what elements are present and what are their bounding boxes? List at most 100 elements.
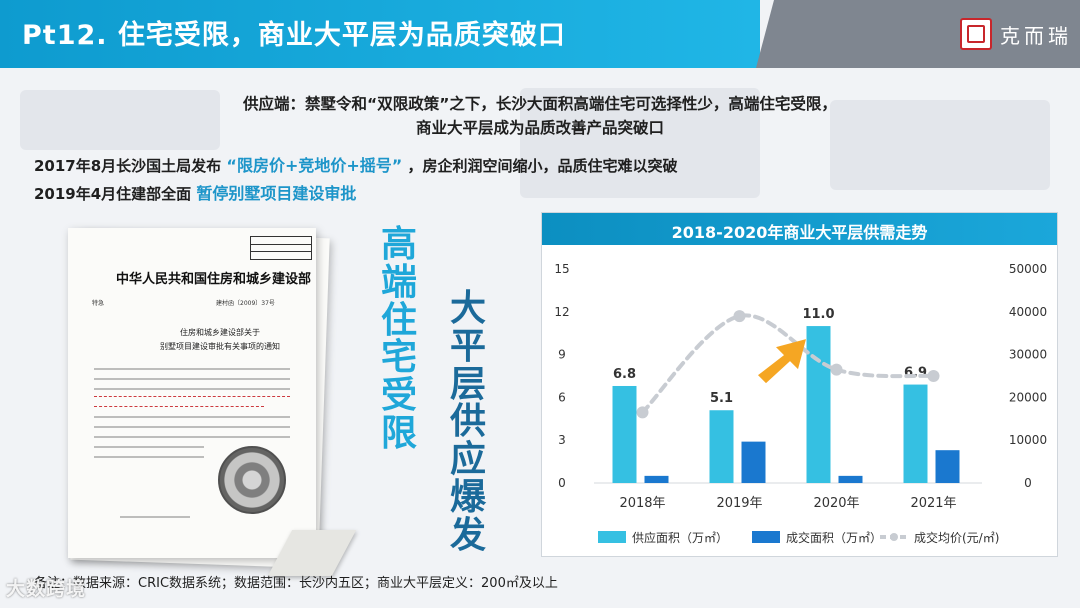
- slogan-char: 宅: [380, 337, 417, 379]
- price-point: [636, 406, 649, 419]
- background-keyboard-shape: [520, 88, 760, 198]
- supply-data-label: 6.9: [904, 366, 927, 381]
- legend-label-deal: 成交面积（万㎡）: [786, 530, 882, 545]
- up-arrow-icon: [758, 339, 806, 384]
- document-text-line: [94, 446, 204, 448]
- supply-bar: [806, 326, 831, 483]
- policy-suffix: ，房企利润空间缩小，品质住宅难以突破: [407, 157, 678, 175]
- y-right-tick-label: 0: [1024, 476, 1032, 490]
- document-text-line: [94, 416, 290, 418]
- background-shape: [20, 90, 220, 150]
- policy-line-2019: 2019年4月住建部全面 暂停别墅项目建设审批: [34, 180, 356, 204]
- y-right-tick-label: 20000: [1009, 390, 1047, 404]
- deal-bar: [644, 475, 669, 483]
- y-left-tick-label: 12: [554, 305, 569, 319]
- policy-line-2017: 2017年8月长沙国土局发布 “限房价+竞地价+摇号” ，房企利润空间缩小，品质…: [34, 152, 678, 176]
- slogan-char: 爆: [449, 476, 486, 518]
- supply-bar: [709, 410, 734, 483]
- y-left-tick-label: 15: [554, 262, 569, 276]
- x-tick-label: 2018年: [619, 496, 665, 511]
- price-point: [733, 310, 746, 323]
- y-left-tick-label: 6: [558, 390, 566, 404]
- chart-title: 2018-2020年商业大平层供需走势: [671, 223, 928, 242]
- document-urgency: 特急: [92, 300, 105, 307]
- title-bar-tail: [756, 0, 1080, 68]
- legend-swatch-deal: [752, 531, 780, 543]
- title-bar: [0, 0, 760, 68]
- footnote: 备注：数据来源：CRIC数据系统；数据范围：长沙内五区；商业大平层定义：200㎡…: [34, 576, 558, 591]
- document-subject-line-2: 别墅项目建设审批有关事项的通知: [160, 342, 280, 351]
- summary-line-2: 商业大平层成为品质改善产品突破口: [415, 119, 664, 137]
- x-tick-label: 2021年: [910, 496, 956, 511]
- document-text-line: [94, 426, 290, 428]
- deal-bar: [935, 450, 960, 483]
- document-header: 中华人民共和国住房和城乡建设部: [116, 272, 312, 287]
- slogan-char: 端: [380, 261, 417, 303]
- slide-title: Pt12. 住宅受限，商业大平层为品质突破口: [22, 20, 566, 51]
- supply-data-label: 11.0: [802, 307, 834, 322]
- chart-title-bar: [542, 213, 1057, 245]
- slogan-char: 大: [449, 288, 486, 329]
- price-line: [640, 313, 936, 415]
- document-text-line: [120, 516, 190, 518]
- slogan-char: 发: [449, 514, 486, 556]
- policy-highlight: 暂停别墅项目建设审批: [196, 184, 357, 203]
- slogan-char: 平: [449, 325, 486, 367]
- deal-bar: [838, 475, 863, 483]
- document-stamp-box: [250, 236, 312, 260]
- seal-icon: [960, 18, 992, 50]
- document-text-line: [94, 388, 290, 390]
- slogan-char: 应: [449, 439, 486, 481]
- slogan-char: 限: [380, 412, 417, 454]
- y-right-tick-label: 10000: [1009, 433, 1047, 447]
- document-highlight-line: [94, 396, 290, 399]
- slogan-char: 供: [449, 401, 486, 443]
- brand-logo: 克而瑞: [960, 18, 1072, 50]
- document-number: 建村函〔2009〕37号: [216, 300, 275, 307]
- policy-prefix: 2019年4月住建部全面: [34, 185, 197, 203]
- vertical-slogan-b: 大平层供应爆发: [447, 290, 489, 555]
- document-subject-line-1: 住房和城乡建设部关于: [180, 328, 260, 337]
- slogan-char: 住: [380, 299, 417, 341]
- background-shape: [830, 100, 1050, 190]
- y-left-tick-label: 0: [558, 476, 566, 490]
- x-tick-label: 2019年: [716, 496, 762, 511]
- document-text-line: [94, 378, 290, 380]
- legend-swatch-supply: [598, 531, 626, 543]
- document-text-line: [94, 456, 204, 458]
- supply-data-label: 6.8: [613, 367, 636, 382]
- supply-data-label: 5.1: [710, 391, 733, 406]
- chart-panel: 2018-2020年商业大平层供需走势 0 3 6 9 12 15 0 10000 20000 3…: [541, 212, 1058, 557]
- policy-document-image: 中华人民共和国住房和城乡建设部 特急 建村函〔2009〕37号 住房和城乡建设部…: [68, 228, 357, 576]
- document-text-line: [94, 368, 290, 370]
- policy-prefix: 2017年8月长沙国土局发布: [34, 157, 227, 175]
- document-front-sheet: 中华人民共和国住房和城乡建设部 特急 建村函〔2009〕37号 住房和城乡建设部…: [68, 228, 316, 558]
- y-left-tick-label: 3: [558, 433, 566, 447]
- y-right-tick-label: 50000: [1009, 262, 1047, 276]
- policy-highlight: “限房价+竞地价+摇号”: [226, 156, 403, 175]
- supply-bar: [903, 384, 928, 483]
- slogan-char: 层: [449, 363, 486, 405]
- document-subject: 住房和城乡建设部关于 别墅项目建设审批有关事项的通知: [160, 326, 280, 354]
- price-point: [927, 370, 940, 382]
- official-seal-icon: [218, 446, 286, 514]
- y-right-tick-label: 40000: [1009, 305, 1047, 319]
- slogan-char: 高: [380, 224, 417, 265]
- price-point: [830, 363, 843, 376]
- slogan-char: 受: [380, 375, 417, 417]
- x-tick-label: 2020年: [813, 496, 859, 511]
- document-highlight-line: [94, 406, 264, 409]
- legend-swatch-price-dot: [890, 533, 898, 541]
- watermark: 大数跨境: [6, 578, 87, 600]
- y-left-tick-label: 9: [558, 348, 566, 362]
- supply-bar: [612, 385, 637, 483]
- legend-label-supply: 供应面积（万㎡）: [632, 530, 728, 545]
- logo-text: 克而瑞: [1000, 23, 1072, 48]
- supply-demand-chart: 0 3 6 9 12 15 0 10000 20000 30000 40000 50000 6.8 201…: [554, 262, 1047, 545]
- summary-line-1: 供应端：禁墅令和“双限政策”之下，长沙大面积高端住宅可选择性少，高端住宅受限，: [243, 95, 837, 113]
- vertical-slogan-a: 高端住宅受限: [378, 226, 420, 453]
- document-text-line: [94, 436, 290, 438]
- y-right-tick-label: 30000: [1009, 348, 1047, 362]
- deal-bar: [741, 441, 766, 483]
- legend-label-price: 成交均价(元/㎡): [914, 530, 999, 545]
